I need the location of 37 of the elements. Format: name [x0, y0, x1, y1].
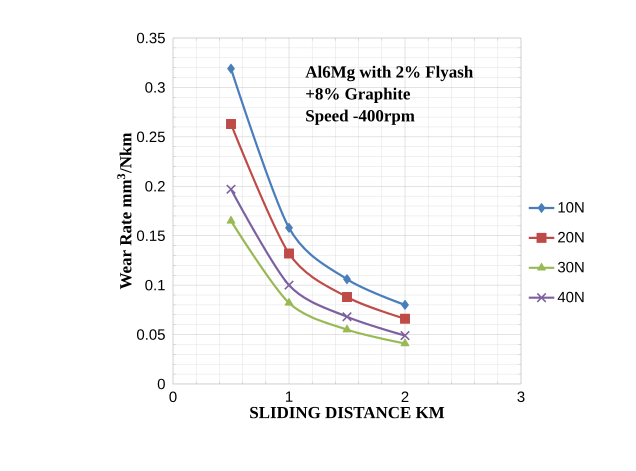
annotation: +8% Graphite	[306, 88, 410, 104]
annotation: Speed -400rpm	[306, 110, 415, 125]
legend-label: 40N	[558, 292, 584, 302]
point	[400, 330, 410, 341]
y-tick-label: 0.3	[145, 82, 165, 93]
x-tick-label: 0	[169, 392, 177, 402]
y-tick-label: 0.15	[136, 230, 165, 241]
legend-label: 10N	[558, 202, 584, 213]
y-tick-label: 0.25	[136, 132, 165, 142]
point	[401, 300, 409, 310]
point	[400, 338, 410, 346]
x-tick-label: 1	[286, 392, 292, 402]
y-axis-title: Wear Rate mm$^{3}$/Nkm	[117, 132, 132, 290]
point	[227, 64, 235, 74]
point	[400, 314, 410, 324]
y-tick-label: 0.35	[136, 32, 165, 44]
point	[226, 119, 236, 129]
point	[285, 222, 293, 233]
point	[284, 248, 294, 258]
x-tick-label: 3	[517, 392, 525, 402]
x-axis-title: SLIDING DISTANCE KM	[250, 406, 444, 418]
legend-label: 30N	[558, 262, 584, 272]
point	[284, 280, 294, 290]
x-tick-label: 2	[402, 392, 408, 402]
y-tick-label: 0	[158, 378, 165, 390]
y-tick-label: 0.1	[145, 280, 165, 290]
y-tick-label: 0.05	[136, 329, 165, 340]
point	[284, 298, 294, 306]
point	[226, 216, 236, 224]
point	[342, 312, 352, 322]
legend-label: 20N	[558, 232, 584, 242]
point	[343, 274, 351, 284]
point	[226, 184, 236, 194]
annotation: Al6Mg with 2% Flyash	[305, 66, 473, 82]
point	[342, 292, 352, 302]
point	[342, 324, 352, 332]
y-tick-label: 0.2	[145, 180, 165, 192]
